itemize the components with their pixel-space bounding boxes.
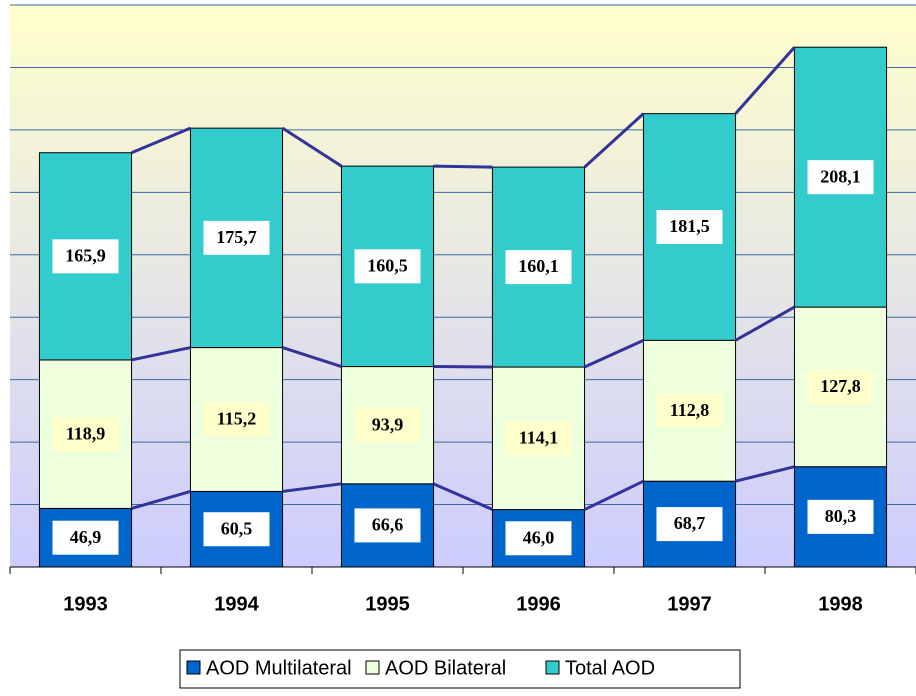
series-line [434,166,493,167]
x-tick-label: 1994 [214,593,259,615]
x-tick-label: 1996 [516,593,561,615]
value-label: 66,6 [372,515,404,535]
value-label: 46,9 [70,527,102,547]
value-label: 181,5 [669,216,710,236]
value-label: 175,7 [216,227,257,247]
value-label: 118,9 [66,423,106,443]
x-tick-label: 1995 [365,593,410,615]
legend-swatch [187,661,200,674]
value-label: 127,8 [820,376,861,396]
legend-label: AOD Multilateral [206,657,352,679]
legend-label: Total AOD [565,657,655,679]
x-tick-label: 1998 [818,593,863,615]
plot-area [10,5,916,567]
value-label: 115,2 [217,409,257,429]
value-label: 208,1 [820,166,861,186]
value-label: 68,7 [674,513,706,533]
x-tick-label: 1993 [63,593,108,615]
value-label: 93,9 [372,414,404,434]
legend-swatch [366,661,379,674]
value-label: 160,5 [367,255,408,275]
value-label: 112,8 [670,400,710,420]
legend-swatch [546,661,559,674]
value-label: 60,5 [221,518,253,538]
value-label: 80,3 [825,506,857,526]
value-label: 160,1 [518,256,559,276]
value-label: 46,0 [523,527,555,547]
legend-label: AOD Bilateral [385,657,506,679]
value-label: 165,9 [65,245,106,265]
value-label: 114,1 [519,427,559,447]
x-tick-label: 1997 [667,593,712,615]
